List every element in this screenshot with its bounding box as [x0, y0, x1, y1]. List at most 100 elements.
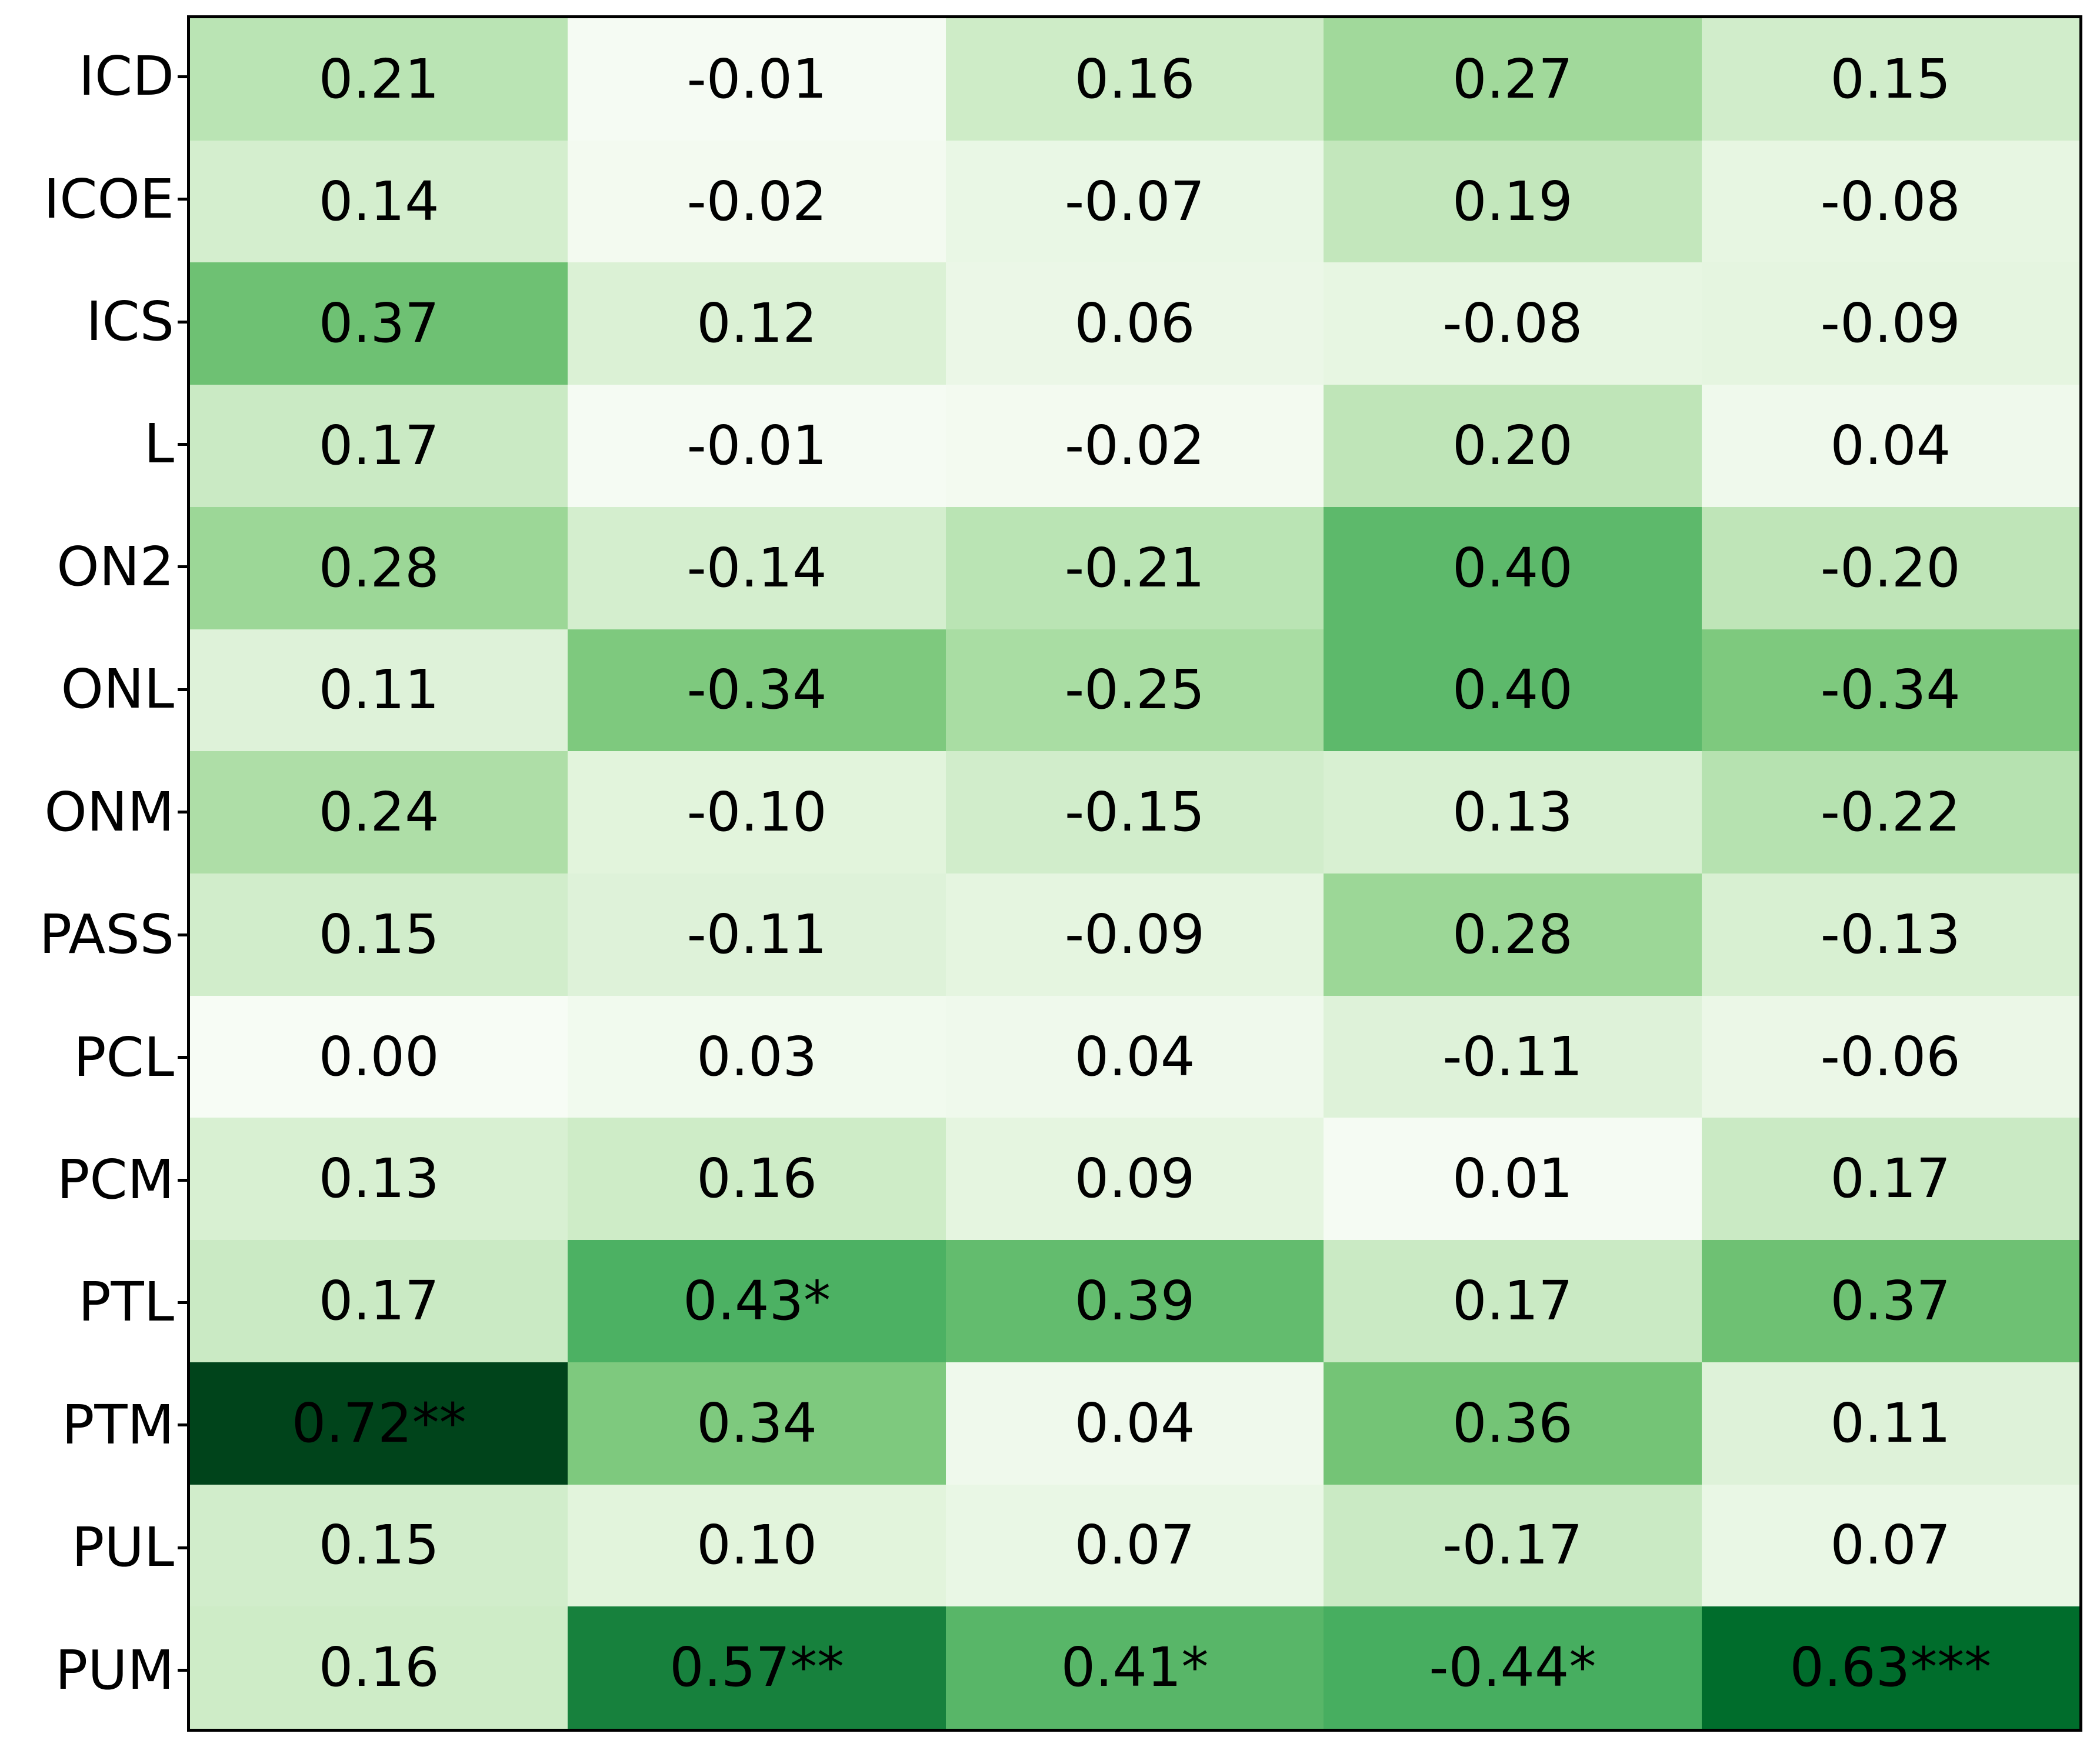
y-tick-mark [178, 442, 187, 446]
heatmap-cell: 0.04 [945, 995, 1324, 1118]
heatmap-cell: 0.37 [190, 262, 568, 385]
heatmap-cell: 0.12 [568, 262, 946, 385]
heatmap-cell: 0.06 [945, 262, 1324, 385]
heatmap-cell: 0.04 [945, 1362, 1324, 1485]
heatmap-cell: 0.17 [1324, 1240, 1702, 1362]
heatmap-cell: -0.25 [945, 629, 1324, 752]
heatmap-cell: 0.24 [190, 751, 568, 874]
y-axis-label-row: ICOE [0, 138, 187, 260]
row-label-onm: ONM [44, 780, 174, 844]
heatmap-cell: 0.63*** [1701, 1606, 2079, 1729]
heatmap-cell: 0.09 [945, 1118, 1324, 1241]
heatmap-cell: -0.09 [945, 873, 1324, 996]
heatmap-grid: 0.21 -0.01 0.16 0.27 0.15 0.14 -0.02 -0.07 0.19-… [187, 15, 2082, 1732]
heatmap-cell: 0.39 [945, 1240, 1324, 1362]
y-axis-label-row: PTM [0, 1364, 187, 1486]
heatmap-cell: -0.34 [1701, 629, 2079, 752]
y-axis-label-row: ON2 [0, 506, 187, 628]
heatmap-cell: 0.28 [1324, 873, 1702, 996]
heatmap-cell: -0.08 [1324, 262, 1702, 385]
heatmap-cell: -0.11 [1324, 995, 1702, 1118]
row-label-ptl: PTL [78, 1271, 174, 1334]
heatmap-cell: -0.10 [568, 751, 946, 874]
heatmap-cell: 0.36 [1324, 1362, 1702, 1485]
heatmap-cell: 0.34 [568, 1362, 946, 1485]
y-tick-mark [178, 1423, 187, 1427]
heatmap-cell: -0.02 [945, 385, 1324, 507]
y-tick-mark [178, 933, 187, 936]
heatmap-cell: 0.72** [190, 1362, 568, 1485]
heatmap-cell: 0.11 [1701, 1362, 2079, 1485]
heatmap-cell: 0.03 [568, 995, 946, 1118]
y-axis-label-row: PCL [0, 996, 187, 1118]
heatmap-cell: 0.16 [568, 1118, 946, 1241]
y-tick-mark [178, 75, 187, 78]
row-label-pum: PUM [55, 1638, 174, 1702]
heatmap-cell: 0.00 [190, 995, 568, 1118]
row-label-icoe: ICOE [44, 167, 174, 231]
row-label-pcl: PCL [74, 1025, 174, 1089]
heatmap-cell: 0.40 [1324, 629, 1702, 752]
heatmap-cell: 0.16 [190, 1606, 568, 1729]
y-tick-mark [178, 1301, 187, 1304]
row-label-ptm: PTM [61, 1393, 174, 1456]
y-tick-mark [178, 1546, 187, 1549]
heatmap-cell: 0.15 [190, 1484, 568, 1607]
row-label-pcm: PCM [56, 1148, 174, 1211]
heatmap-cell: 0.15 [190, 873, 568, 996]
heatmap-cell: 0.07 [945, 1484, 1324, 1607]
heatmap-cell: -0.13 [1701, 873, 2079, 996]
row-label-onl: ONL [61, 658, 175, 721]
heatmap-cell: -0.44* [1324, 1606, 1702, 1729]
heatmap-cell: -0.14 [568, 506, 946, 629]
heatmap-cell: 0.19 [1324, 140, 1702, 263]
heatmap-cell: 0.40 [1324, 506, 1702, 629]
heatmap-cell: 0.41* [945, 1606, 1324, 1729]
y-axis-label-row: PTL [0, 1241, 187, 1363]
y-axis-label-row: ICS [0, 261, 187, 383]
heatmap-cell: 0.37 [1701, 1240, 2079, 1362]
heatmap-cell: 0.13 [190, 1118, 568, 1241]
row-label-pass: PASS [39, 903, 174, 966]
y-axis-label-row: L [0, 383, 187, 505]
y-tick-mark [178, 688, 187, 691]
row-label-ics: ICS [86, 290, 174, 354]
y-axis-label-row: ONL [0, 628, 187, 751]
y-tick-mark [178, 811, 187, 814]
heatmap-cell: -0.15 [945, 751, 1324, 874]
y-axis-label-row: ONM [0, 751, 187, 874]
y-axis-label-row: PUL [0, 1486, 187, 1609]
row-label-pul: PUL [71, 1516, 174, 1579]
y-tick-mark [178, 320, 187, 324]
heatmap-cell: 0.21 [190, 18, 568, 141]
y-tick-mark [178, 198, 187, 201]
heatmap-cell: -0.11 [568, 873, 946, 996]
heatmap-cell: -0.02 [568, 140, 946, 263]
y-axis-label-row: PCM [0, 1119, 187, 1241]
heatmap-cell: 0.16 [945, 18, 1324, 141]
heatmap-cell: 0.17 [1701, 1118, 2079, 1241]
heatmap-cell: 0.07 [1701, 1484, 2079, 1607]
y-axis-label-row: ICD [0, 15, 187, 138]
heatmap-cell: 0.17 [190, 1240, 568, 1362]
heatmap-cell: -0.07 [945, 140, 1324, 263]
heatmap-cell: 0.04 [1701, 385, 2079, 507]
heatmap-cell: 0.14 [190, 140, 568, 263]
heatmap-cell: 0.15 [1701, 18, 2079, 141]
heatmap-cell: 0.10 [568, 1484, 946, 1607]
heatmap-cell: -0.08 [1701, 140, 2079, 263]
heatmap-cell: -0.20 [1701, 506, 2079, 629]
row-label-l: L [144, 412, 174, 476]
heatmap-cell: -0.22 [1701, 751, 2079, 874]
y-tick-mark [178, 1178, 187, 1182]
heatmap-cell: 0.28 [190, 506, 568, 629]
row-label-icd: ICD [78, 45, 174, 108]
row-label-on2: ON2 [56, 535, 174, 598]
y-tick-mark [178, 565, 187, 569]
heatmap-cell: 0.43* [568, 1240, 946, 1362]
heatmap-cell: 0.13 [1324, 751, 1702, 874]
heatmap-cell: 0.11 [190, 629, 568, 752]
heatmap-cell: -0.34 [568, 629, 946, 752]
heatmap-cell: -0.17 [1324, 1484, 1702, 1607]
